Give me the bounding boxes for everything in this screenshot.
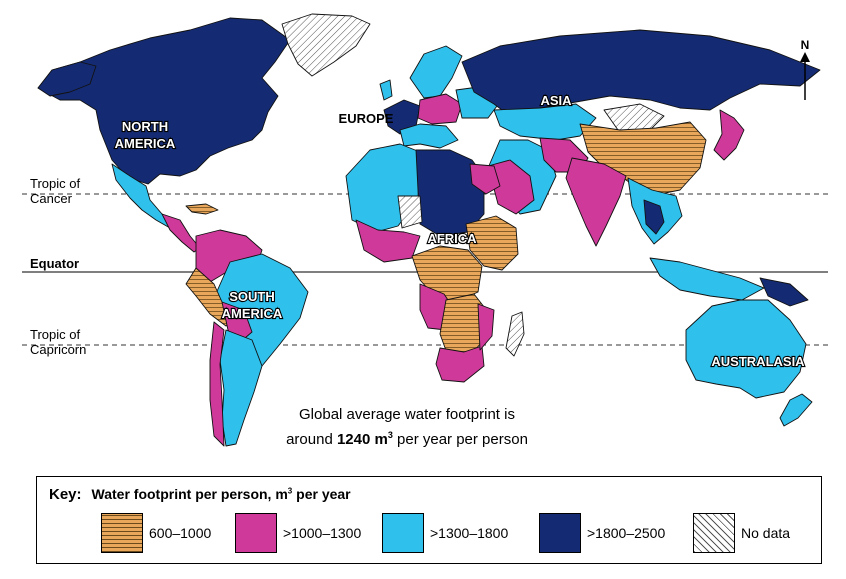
region-central-asia	[493, 103, 597, 141]
tropic-capricorn-label: Tropic of Capricorn	[30, 327, 87, 357]
region-korea-japan	[713, 109, 745, 161]
region-madagascar	[505, 311, 525, 357]
region-south-africa	[435, 345, 485, 383]
key-swatch-5	[693, 513, 735, 553]
map-key: Key: Water footprint per person, m3 per y…	[36, 476, 822, 564]
region-thailand	[643, 199, 665, 235]
region-egypt	[469, 163, 501, 195]
region-alaska	[37, 61, 97, 97]
key-label-2: >1000–1300	[283, 525, 362, 541]
label-north-america-1: NORTH	[122, 119, 168, 134]
north-label: N	[800, 38, 810, 52]
label-australasia: AUSTRALASIA	[711, 354, 805, 369]
label-south-america-2: AMERICA	[222, 306, 283, 321]
region-europe-south	[399, 123, 459, 149]
region-png	[759, 277, 809, 307]
global-average-note: Global average water footprint is around…	[286, 406, 528, 448]
region-mozambique	[477, 303, 495, 351]
label-europe: EUROPE	[339, 111, 394, 126]
key-swatch-1	[101, 513, 143, 553]
equator-label: Equator	[30, 256, 80, 271]
region-mongolia	[603, 103, 665, 131]
key-label-4: >1800–2500	[587, 525, 666, 541]
region-argentina	[219, 329, 263, 447]
region-australia	[685, 299, 807, 399]
region-saudi	[487, 159, 535, 215]
world-map: NORTH AMERICA SOUTH AMERICA ASIA AFRICA …	[22, 13, 828, 447]
region-chile	[209, 321, 225, 447]
north-arrow-icon	[800, 52, 810, 62]
key-title: Key: Water footprint per person, m3 per y…	[49, 486, 351, 503]
region-greenland	[281, 13, 371, 77]
key-swatch-3	[382, 513, 424, 553]
region-east-africa	[465, 215, 519, 271]
key-swatch-4	[539, 513, 581, 553]
region-central-america	[161, 213, 201, 253]
region-indonesia	[649, 257, 765, 301]
region-new-zealand	[779, 393, 813, 427]
key-swatch-2	[235, 513, 277, 553]
region-north-africa-west-sahara	[397, 195, 423, 229]
region-europe-central	[417, 93, 463, 125]
region-scandinavia	[409, 45, 463, 99]
tropic-cancer-label: Tropic of Cancer	[30, 176, 81, 206]
label-north-america-2: AMERICA	[115, 136, 176, 151]
key-item-3: >1300–1800	[382, 513, 508, 553]
key-item-4: >1800–2500	[539, 513, 665, 553]
region-uk	[379, 79, 393, 101]
key-label-5: No data	[741, 525, 791, 541]
region-north-america	[37, 17, 291, 185]
label-africa: AFRICA	[427, 231, 477, 246]
key-label-3: >1300–1800	[430, 525, 509, 541]
region-west-africa	[355, 219, 421, 263]
key-item-1: 600–1000	[101, 513, 211, 553]
key-label-1: 600–1000	[149, 525, 212, 541]
label-south-america-1: SOUTH	[229, 289, 275, 304]
region-caribbean	[185, 203, 219, 215]
key-item-2: >1000–1300	[235, 513, 361, 553]
region-peru	[185, 267, 237, 327]
key-item-5: No data	[693, 513, 790, 553]
region-india	[565, 157, 627, 247]
label-asia: ASIA	[540, 93, 572, 108]
region-russia	[461, 29, 821, 117]
